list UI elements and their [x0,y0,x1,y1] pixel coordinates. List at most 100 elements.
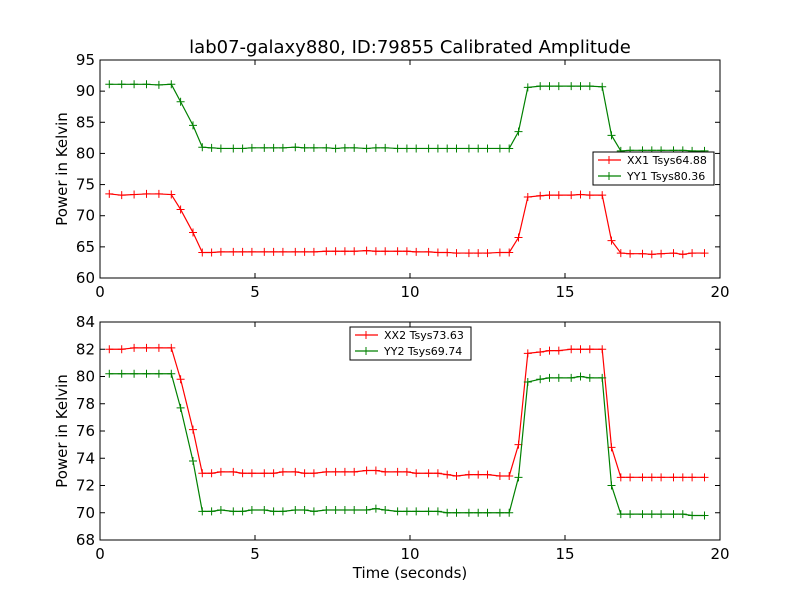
y-tick-label: 84 [76,313,95,331]
data-point [567,191,576,200]
data-point [105,369,114,378]
series-line-1 [109,373,705,517]
data-point [238,469,247,478]
data-point [278,507,287,516]
data-point [154,189,163,198]
data-point [669,473,678,482]
data-point [700,473,709,482]
y-tick-label: 80 [76,144,95,162]
data-point [514,473,523,482]
top-legend: XX1 Tsys64.88 YY1 Tsys80.36 [592,151,715,186]
y-tick-label: 72 [76,477,95,495]
data-point [278,143,287,152]
data-point [142,369,151,378]
data-point [247,143,256,152]
series-line-0 [109,347,705,478]
data-point [322,143,331,152]
data-point [198,469,207,478]
data-point [495,508,504,517]
data-point [278,467,287,476]
data-point [331,144,340,153]
data-point [505,144,514,153]
data-point [291,467,300,476]
data-point [176,403,185,412]
data-point [647,473,656,482]
data-point [309,507,318,516]
data-point [585,82,594,91]
data-point [142,80,151,89]
x-tick-label: 20 [710,283,729,301]
data-point [216,247,225,256]
data-point [130,190,139,199]
data-point [554,346,563,355]
data-point [607,236,616,245]
data-point [688,249,697,258]
data-point [393,144,402,153]
data-point [238,507,247,516]
data-point [154,343,163,352]
data-point [393,467,402,476]
data-point [433,248,442,257]
data-point [371,466,380,475]
data-point [657,473,666,482]
data-point [598,345,607,354]
data-point [647,250,656,259]
data-point [350,143,359,152]
data-point [322,467,331,476]
data-point [269,143,278,152]
data-point [657,249,666,258]
data-point [340,247,349,256]
chart-title: lab07-galaxy880, ID:79855 Calibrated Amp… [189,37,631,58]
data-point [340,506,349,515]
data-point [443,508,452,517]
data-point [688,473,697,482]
data-point [176,97,185,106]
data-point [300,247,309,256]
top-series-group [105,80,709,259]
y-tick-label: 60 [76,269,95,287]
data-point [626,510,635,519]
data-point [523,349,532,358]
data-point [331,467,340,476]
data-point [229,144,238,153]
y-tick-label: 80 [76,368,95,386]
data-point [207,469,216,478]
data-point [598,373,607,382]
data-point [402,247,411,256]
x-tick-label: 5 [250,545,260,563]
bottom-axis-ticks: 0 5 10 15 20 68 70 72 74 76 78 80 82 84 [76,313,730,563]
data-point [189,121,197,130]
data-point [278,247,287,256]
data-point [207,507,216,516]
data-point [189,228,197,237]
data-point [350,247,359,256]
data-point [545,82,554,91]
y-tick-label: 70 [76,504,95,522]
bottom-series-group [105,343,709,520]
data-point [424,507,433,516]
data-point [105,189,114,198]
data-point [452,471,461,480]
data-point [229,247,238,256]
data-point [669,510,678,519]
data-point [523,377,532,386]
data-point [142,189,151,198]
data-point [117,369,126,378]
data-point [269,247,278,256]
data-point [567,82,576,91]
data-point [585,345,594,354]
data-point [269,507,278,516]
data-point [154,80,163,89]
data-point [585,373,594,382]
data-point [607,443,616,452]
y-tick-label: 76 [76,422,95,440]
data-point [130,343,139,352]
data-point [105,345,114,354]
data-point [576,345,585,354]
data-point [505,248,514,257]
data-point [198,143,207,152]
data-point [402,144,411,153]
data-point [260,247,269,256]
data-point [657,510,666,519]
